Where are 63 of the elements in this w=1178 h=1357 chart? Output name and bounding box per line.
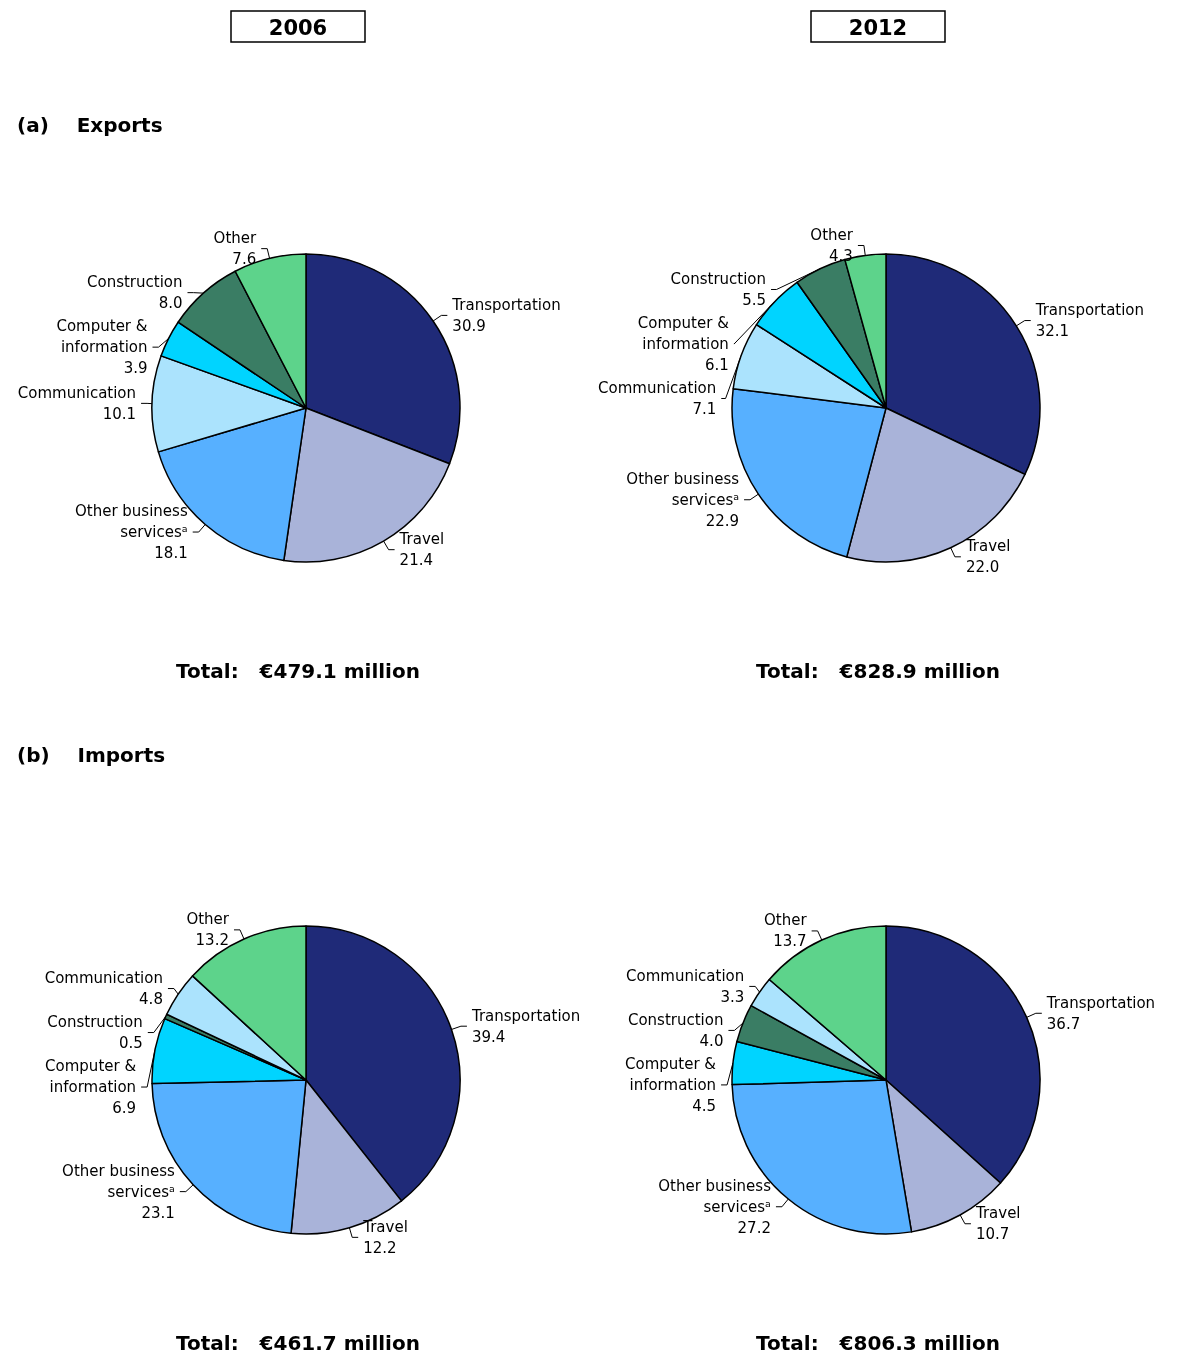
data-label: 22.0 — [965, 558, 1000, 577]
slice-label: Other — [186, 910, 230, 929]
data-label: 36.7 — [1046, 1014, 1081, 1033]
data-label: 6.1 — [705, 355, 729, 374]
text: Total: €479.1 million — [176, 659, 420, 683]
data-label: 5.5 — [742, 290, 767, 309]
slice-label: Communication — [598, 378, 717, 397]
chart-subtitle: (b) Imports — [17, 743, 166, 767]
data-label: 4.5 — [692, 1096, 717, 1115]
slice-label: Computer & information — [56, 317, 148, 357]
data-label: 30.9 — [452, 316, 486, 335]
text: Total: €828.9 million — [756, 659, 1000, 683]
slice-label: Other business servicesᵃ — [74, 502, 188, 542]
text: Total: €461.7 million — [176, 1331, 420, 1355]
slice-label: Construction — [86, 273, 183, 292]
data-label: 7.6 — [232, 250, 257, 269]
data-label: 39.4 — [471, 1027, 506, 1046]
slice-label: Other business servicesᵃ — [658, 1176, 772, 1216]
data-label: 3.9 — [123, 359, 148, 378]
data-label: 4.0 — [699, 1031, 724, 1050]
chart-title: 2012 — [848, 15, 908, 40]
slice-label: Travel — [362, 1217, 408, 1236]
slice-label: Communication — [44, 969, 163, 988]
data-label: 18.1 — [154, 544, 188, 563]
data-label: 10.1 — [102, 404, 137, 423]
slice-label: Travel — [964, 537, 1011, 556]
slice-label: Transportation — [1034, 301, 1145, 320]
slice-label: Transportation — [451, 295, 561, 314]
slice-label: Other — [810, 225, 854, 244]
data-label: 6.9 — [112, 1099, 137, 1118]
data-label: 3.3 — [720, 987, 745, 1006]
chart-subtitle: (a) Exports — [17, 113, 163, 137]
data-label: 7.1 — [692, 399, 717, 418]
slice-label: Travel — [974, 1204, 1021, 1223]
data-label: 27.2 — [737, 1218, 771, 1237]
slice-label: Other business servicesᵃ — [626, 469, 740, 509]
text: Total: €806.3 million — [756, 1331, 1000, 1355]
data-label: 23.1 — [141, 1203, 175, 1222]
data-label: 21.4 — [399, 551, 433, 570]
chart-title: 2006 — [268, 15, 328, 40]
slice-label: Construction — [670, 269, 767, 288]
slice-label: Other — [213, 229, 258, 248]
data-label: 0.5 — [118, 1034, 143, 1053]
slice-label: Construction — [627, 1010, 724, 1029]
data-label: 12.2 — [363, 1238, 397, 1257]
data-label: 8.0 — [158, 294, 183, 313]
slice-label: Communication — [17, 383, 137, 402]
slice-label: Computer & information — [45, 1057, 137, 1097]
slice-label: Other — [764, 911, 808, 930]
data-label: 22.9 — [705, 511, 740, 530]
slice-label: Computer & information — [637, 313, 730, 353]
data-label: 32.1 — [1035, 322, 1070, 341]
data-label: 13.2 — [195, 931, 229, 950]
data-label: 13.7 — [773, 932, 807, 951]
slice-label: Transportation — [1045, 993, 1156, 1012]
slice-label: Computer & information — [625, 1054, 717, 1094]
slice-label: Other business servicesᵃ — [62, 1161, 176, 1201]
slice-label: Construction — [47, 1013, 143, 1032]
slice-label: Communication — [626, 966, 745, 985]
data-label: 4.8 — [139, 990, 163, 1009]
slice-label: Travel — [398, 530, 445, 549]
slice-label: Transportation — [470, 1006, 581, 1025]
data-label: 10.7 — [975, 1225, 1010, 1244]
